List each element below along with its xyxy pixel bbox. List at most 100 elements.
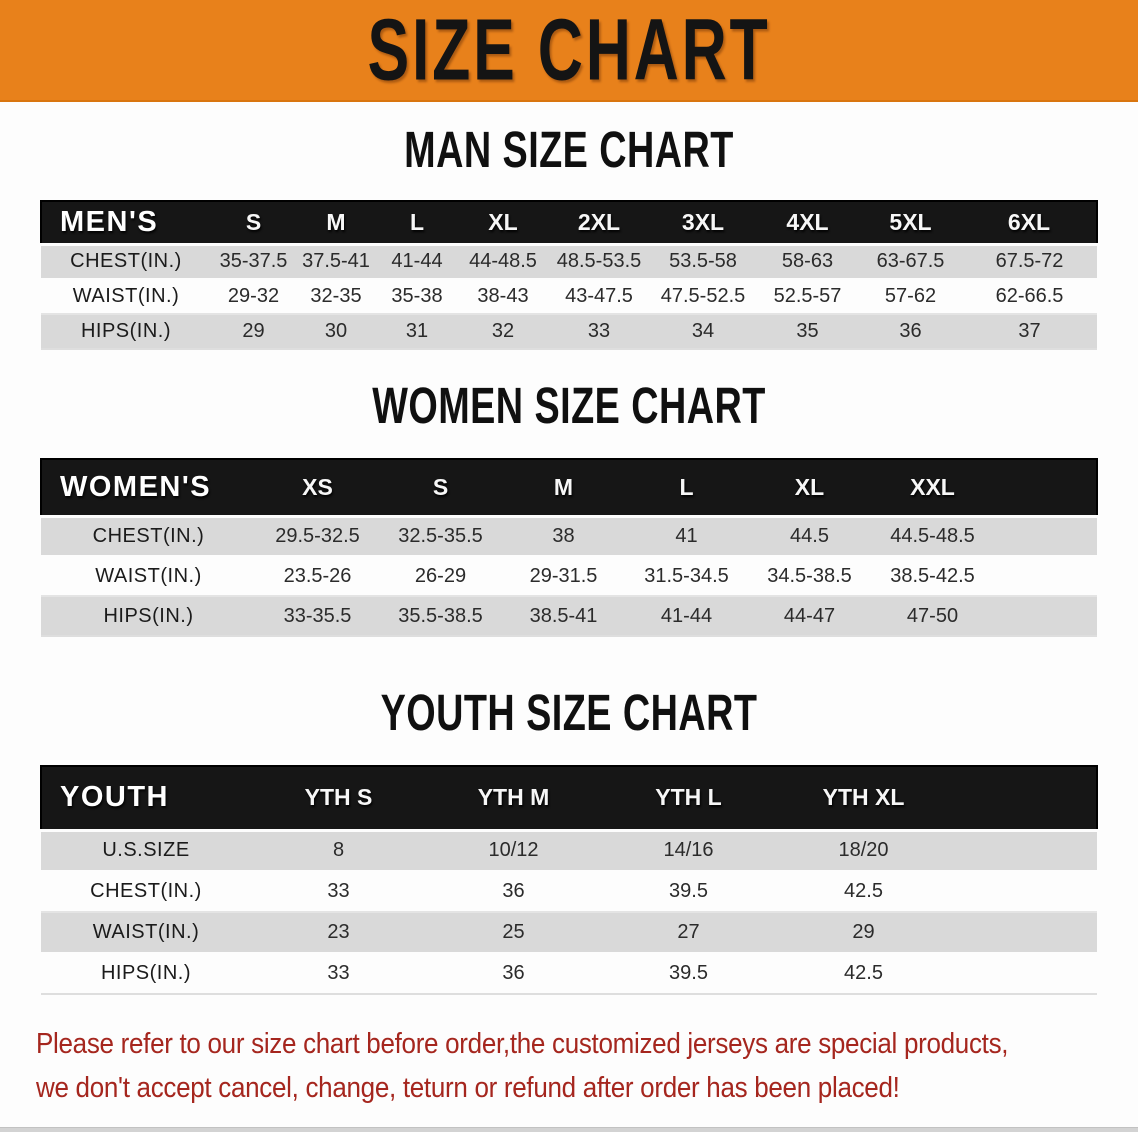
table-corner-label: MEN'S [60, 205, 159, 238]
size-column-header: 4XL [786, 208, 829, 235]
size-value-cell: 36 [502, 880, 525, 903]
size-value-cell: 67.5-72 [995, 250, 1064, 272]
size-value-cell: 44.5-48.5 [890, 524, 975, 547]
table-row: WAIST(IN.) 23.5-26 26-29 29-31.5 31.5-34.5 34… [41, 556, 1097, 596]
women-section: WOMEN SIZE CHART WOMEN'S XS S M L XL XXL CHEST… [0, 377, 1138, 637]
size-value-cell: 33-35.5 [283, 604, 352, 627]
size-value-cell: 26-29 [414, 564, 467, 587]
size-value-cell: 43-47.5 [565, 285, 633, 308]
notice-line-1: Please refer to our size chart before or… [36, 1026, 1009, 1060]
spacer-cell [994, 459, 1097, 516]
youth-header-row: YOUTH YTH S YTH M YTH L YTH XL [41, 766, 1097, 830]
size-value-cell: 38-43 [477, 285, 529, 308]
size-column-header: XXL [910, 473, 955, 500]
size-value-cell: 31.5-34.5 [644, 564, 729, 587]
size-value-cell: 32.5-35.5 [398, 524, 483, 547]
spacer-cell [951, 766, 1097, 830]
size-value-cell: 35 [796, 320, 819, 342]
size-value-cell: 29 [242, 320, 265, 342]
size-value-cell: 35-38 [391, 285, 443, 308]
size-column-header: L [409, 208, 425, 235]
size-value-cell: 38 [552, 524, 575, 547]
size-column-header: XL [488, 208, 518, 235]
table-row: WAIST(IN.) 29-32 32-35 35-38 38-43 43-47.5 47.… [41, 279, 1097, 314]
size-value-cell: 23 [327, 920, 350, 943]
size-column-header: YTH S [304, 784, 373, 811]
men-header-row: MEN'S S M L XL 2XL 3XL 4XL 5XL 6XL [41, 201, 1097, 244]
table-row: CHEST(IN.) 33 36 39.5 42.5 [41, 871, 1097, 912]
size-column-header: YTH L [655, 784, 722, 811]
size-value-cell: 10/12 [488, 839, 539, 861]
size-value-cell: 35.5-38.5 [398, 604, 483, 627]
men-size-table: MEN'S S M L XL 2XL 3XL 4XL 5XL 6XL CHEST(IN.) 35-3… [40, 200, 1098, 350]
spacer-cell [951, 871, 1097, 912]
table-row: HIPS(IN.) 33 36 39.5 42.5 [41, 953, 1097, 994]
row-label: WAIST(IN.) [72, 285, 180, 308]
row-label: U.S.SIZE [102, 839, 190, 861]
size-column-header: XS [302, 473, 333, 500]
size-column-header: S [432, 473, 449, 500]
size-value-cell: 42.5 [844, 962, 883, 985]
size-column-header: S [245, 208, 262, 235]
youth-section-heading: YOUTH SIZE CHART [380, 683, 758, 742]
size-column-header: 6XL [1007, 208, 1051, 235]
women-section-heading: WOMEN SIZE CHART [372, 376, 766, 435]
table-corner-label: WOMEN'S [60, 470, 212, 503]
size-value-cell: 48.5-53.5 [556, 250, 642, 272]
size-value-cell: 53.5-58 [669, 250, 737, 272]
men-section-heading: MAN SIZE CHART [404, 120, 734, 179]
size-value-cell: 38.5-42.5 [890, 564, 975, 587]
size-value-cell: 47-50 [906, 604, 959, 627]
table-row: HIPS(IN.) 33-35.5 35.5-38.5 38.5-41 41-44 44-… [41, 596, 1097, 636]
size-value-cell: 62-66.5 [995, 285, 1064, 308]
table-row: WAIST(IN.) 23 25 27 29 [41, 912, 1097, 953]
row-label: WAIST(IN.) [95, 564, 202, 587]
table-row: HIPS(IN.) 29 30 31 32 33 34 35 36 37 [41, 314, 1097, 349]
size-value-cell: 33 [327, 880, 350, 903]
size-column-header: YTH M [477, 784, 550, 811]
size-value-cell: 23.5-26 [283, 564, 352, 587]
size-value-cell: 29.5-32.5 [275, 524, 360, 547]
size-value-cell: 57-62 [884, 285, 937, 308]
spacer-cell [994, 556, 1097, 596]
size-column-header: 3XL [681, 208, 725, 235]
row-label: HIPS(IN.) [103, 604, 194, 627]
size-column-header: YTH XL [822, 784, 905, 811]
size-column-header: L [679, 473, 694, 500]
men-section: MAN SIZE CHART MEN'S S M L XL 2XL 3XL 4XL 5XL 6XL… [0, 121, 1138, 350]
table-row: U.S.SIZE 8 10/12 14/16 18/20 [41, 830, 1097, 871]
size-value-cell: 39.5 [669, 880, 708, 903]
size-value-cell: 58-63 [781, 250, 834, 272]
size-value-cell: 37 [1018, 320, 1041, 342]
table-row: CHEST(IN.) 35-37.5 37.5-41 41-44 44-48.5 48.5… [41, 244, 1097, 279]
size-value-cell: 8 [332, 839, 345, 861]
size-value-cell: 34.5-38.5 [767, 564, 852, 587]
size-value-cell: 32-35 [310, 285, 362, 308]
size-value-cell: 34 [691, 320, 715, 342]
size-value-cell: 33 [587, 320, 611, 342]
row-label: CHEST(IN.) [90, 880, 202, 903]
size-value-cell: 29 [852, 920, 875, 943]
size-value-cell: 41-44 [660, 604, 713, 627]
youth-size-table: YOUTH YTH S YTH M YTH L YTH XL U.S.SIZE 8 10/1… [40, 765, 1098, 995]
size-column-header: 5XL [889, 208, 932, 235]
size-value-cell: 44-47 [783, 604, 836, 627]
row-label: CHEST(IN.) [70, 250, 182, 272]
size-value-cell: 29-32 [227, 285, 280, 308]
women-header-row: WOMEN'S XS S M L XL XXL [41, 459, 1097, 516]
row-label: HIPS(IN.) [100, 962, 192, 985]
size-value-cell: 41-44 [391, 250, 443, 272]
size-column-header: M [326, 208, 346, 235]
spacer-cell [994, 596, 1097, 636]
bottom-strip [0, 1127, 1138, 1132]
size-value-cell: 39.5 [669, 962, 708, 985]
size-value-cell: 37.5-41 [302, 250, 370, 272]
size-value-cell: 35-37.5 [219, 250, 288, 272]
row-label: WAIST(IN.) [92, 920, 200, 943]
size-value-cell: 14/16 [663, 839, 714, 861]
banner: SIZE CHART [0, 0, 1138, 102]
page-title: SIZE CHART [367, 1, 771, 99]
size-value-cell: 44-48.5 [469, 250, 537, 272]
size-value-cell: 29-31.5 [529, 564, 598, 587]
size-value-cell: 31 [405, 320, 429, 342]
